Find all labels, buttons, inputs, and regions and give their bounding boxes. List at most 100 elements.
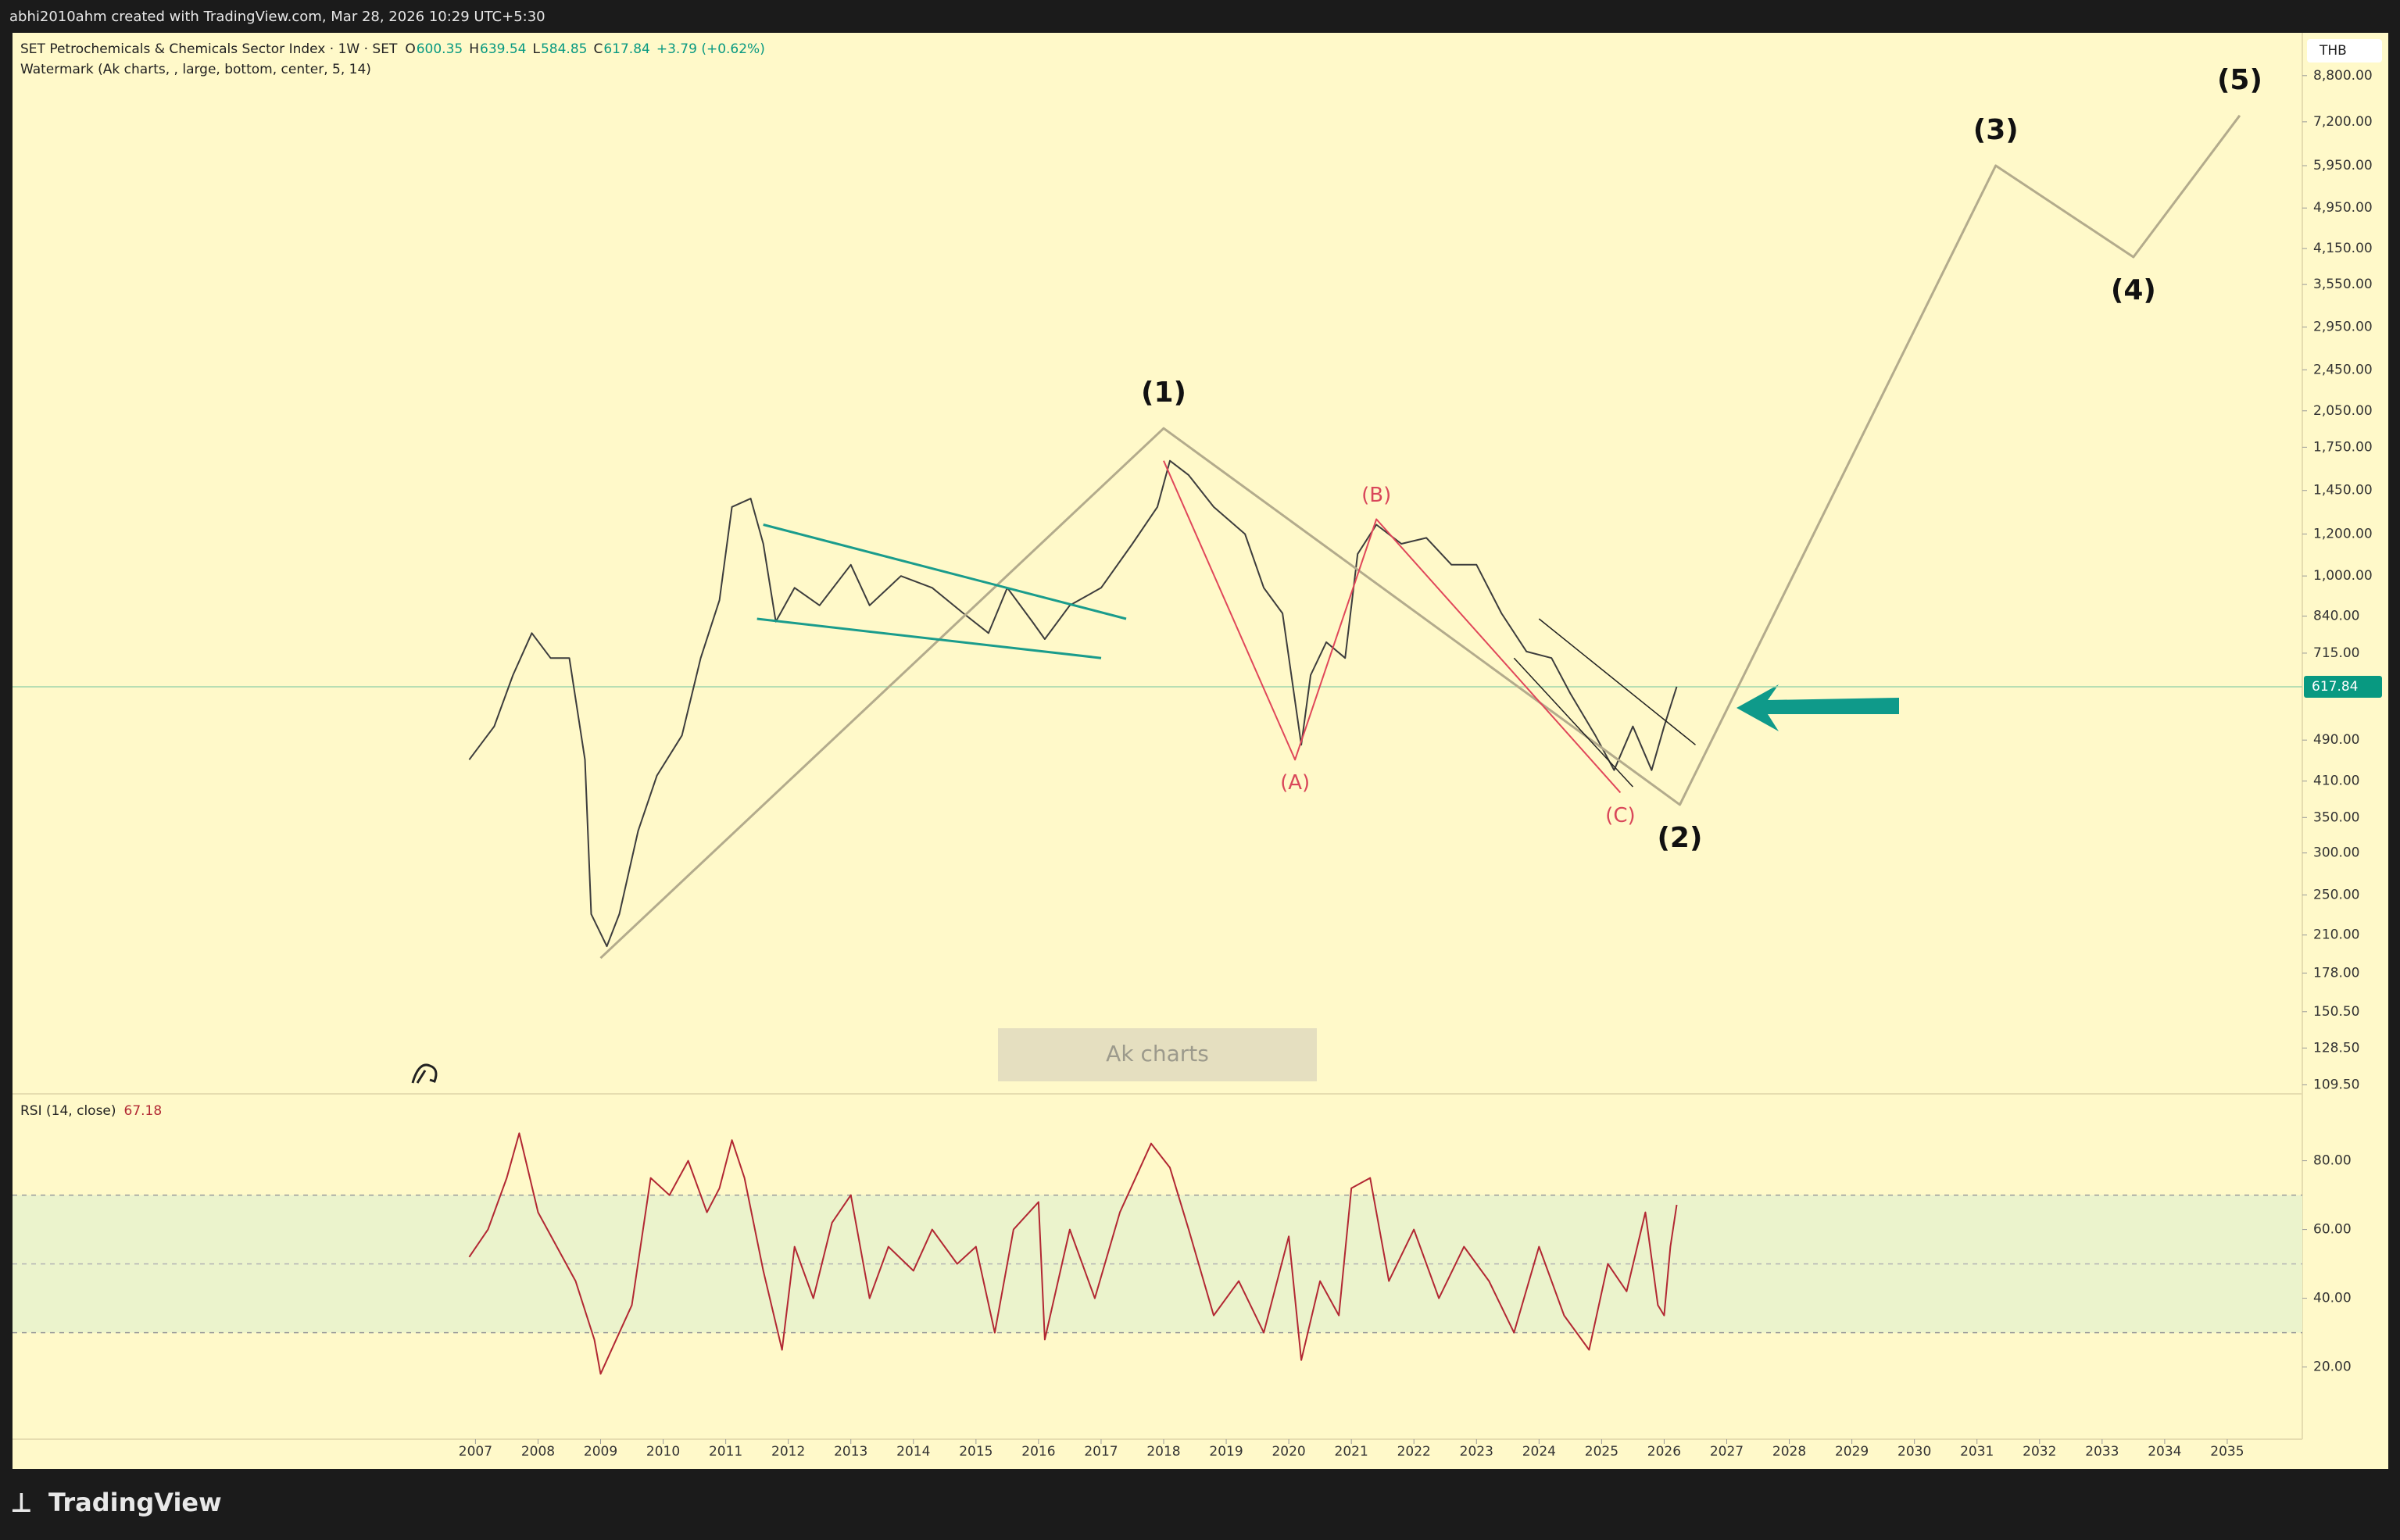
x-tick-label: 2021 bbox=[1335, 1444, 1368, 1460]
x-tick-label: 2010 bbox=[646, 1444, 680, 1460]
y-tick-label: 40.00 bbox=[2313, 1291, 2352, 1306]
ohlc-label: H bbox=[469, 41, 479, 57]
wave-label: (1) bbox=[1141, 377, 1186, 409]
x-tick-label: 2033 bbox=[2085, 1444, 2119, 1460]
ohlc-value: 584.85 bbox=[541, 41, 587, 57]
x-tick-label: 2031 bbox=[1960, 1444, 1994, 1460]
x-tick-label: 2024 bbox=[1522, 1444, 1556, 1460]
series-line bbox=[468, 1132, 1678, 1375]
series-line bbox=[468, 459, 1678, 948]
series-line bbox=[1163, 460, 1622, 794]
ohlc-label: L bbox=[533, 41, 541, 57]
y-tick-label: 2,950.00 bbox=[2313, 320, 2373, 335]
x-tick-label: 2032 bbox=[2023, 1444, 2056, 1460]
y-tick-label: 3,550.00 bbox=[2313, 277, 2373, 292]
series-line bbox=[599, 114, 2241, 959]
watermark-indicator: Watermark (Ak charts, , large, bottom, c… bbox=[20, 62, 371, 77]
x-tick-label: 2013 bbox=[834, 1444, 867, 1460]
symbol-title: SET Petrochemicals & Chemicals Sector In… bbox=[20, 41, 398, 57]
currency-box bbox=[2307, 39, 2382, 63]
brand-name: TradingView bbox=[48, 1488, 222, 1517]
x-tick-label: 2018 bbox=[1146, 1444, 1180, 1460]
y-tick-label: 1,200.00 bbox=[2313, 526, 2373, 541]
wave-label: (A) bbox=[1280, 771, 1310, 795]
wave-label: (5) bbox=[2217, 64, 2262, 96]
x-tick-label: 2028 bbox=[1772, 1444, 1806, 1460]
indicator-value: 67.18 bbox=[124, 1103, 163, 1119]
series-line bbox=[763, 523, 1127, 620]
change: +3.79 (+0.62%) bbox=[656, 41, 765, 57]
y-tick-label: 300.00 bbox=[2313, 845, 2359, 861]
series-line bbox=[756, 617, 1102, 659]
ohlc-label: O bbox=[405, 41, 415, 57]
ohlc-value: 600.35 bbox=[417, 41, 463, 57]
x-tick-label: 2026 bbox=[1647, 1444, 1681, 1460]
credit: abhi2010ahm created with TradingView.com… bbox=[9, 9, 545, 25]
x-tick-label: 2016 bbox=[1021, 1444, 1055, 1460]
x-tick-label: 2034 bbox=[2148, 1444, 2181, 1460]
wave-label: (3) bbox=[1973, 114, 2019, 146]
last-price-box bbox=[2304, 675, 2382, 698]
y-tick-label: 109.50 bbox=[2313, 1077, 2359, 1092]
x-tick-label: 2009 bbox=[584, 1444, 617, 1460]
y-tick-label: 350.00 bbox=[2313, 809, 2359, 825]
y-tick-label: 80.00 bbox=[2313, 1153, 2352, 1169]
x-tick-label: 2022 bbox=[1397, 1444, 1431, 1460]
y-tick-label: 490.00 bbox=[2313, 732, 2359, 748]
brand-logo: ⟂ bbox=[12, 1488, 30, 1519]
last-price-label: 617.84 bbox=[2312, 679, 2358, 695]
y-tick-label: 410.00 bbox=[2313, 774, 2359, 789]
x-tick-label: 2012 bbox=[771, 1444, 805, 1460]
x-tick-label: 2014 bbox=[896, 1444, 930, 1460]
y-tick-label: 1,450.00 bbox=[2313, 483, 2373, 498]
wave-label: (4) bbox=[2111, 274, 2156, 306]
y-tick-label: 7,200.00 bbox=[2313, 114, 2373, 130]
x-tick-label: 2011 bbox=[709, 1444, 742, 1460]
y-tick-label: 840.00 bbox=[2313, 608, 2359, 624]
series-line bbox=[1513, 657, 1633, 788]
x-tick-label: 2008 bbox=[521, 1444, 555, 1460]
watermark-box bbox=[998, 1028, 1317, 1081]
y-tick-label: 250.00 bbox=[2313, 887, 2359, 902]
x-tick-label: 2030 bbox=[1897, 1444, 1931, 1460]
x-tick-label: 2025 bbox=[1585, 1444, 1618, 1460]
y-tick-label: 5,950.00 bbox=[2313, 158, 2373, 173]
ohlc-label: C bbox=[593, 41, 603, 57]
y-tick-label: 4,150.00 bbox=[2313, 241, 2373, 256]
x-tick-label: 2027 bbox=[1710, 1444, 1744, 1460]
arrow bbox=[1737, 684, 1907, 731]
y-tick-label: 1,000.00 bbox=[2313, 568, 2373, 584]
ohlc-value: 639.54 bbox=[480, 41, 526, 57]
x-tick-label: 2017 bbox=[1084, 1444, 1118, 1460]
x-tick-label: 2015 bbox=[959, 1444, 993, 1460]
y-tick-label: 1,750.00 bbox=[2313, 439, 2373, 455]
x-tick-label: 2019 bbox=[1209, 1444, 1243, 1460]
wave-label: (2) bbox=[1657, 822, 1702, 854]
y-tick-label: 4,950.00 bbox=[2313, 200, 2373, 216]
y-tick-label: 20.00 bbox=[2313, 1360, 2352, 1375]
currency: THB bbox=[2319, 43, 2347, 59]
ohlc-value: 617.84 bbox=[603, 41, 649, 57]
x-tick-label: 2007 bbox=[459, 1444, 492, 1460]
x-tick-label: 2020 bbox=[1272, 1444, 1305, 1460]
indicator-title: RSI (14, close) bbox=[20, 1103, 116, 1119]
x-tick-label: 2029 bbox=[1835, 1444, 1869, 1460]
y-tick-label: 2,450.00 bbox=[2313, 362, 2373, 377]
y-tick-label: 178.00 bbox=[2313, 965, 2359, 981]
watermark: Ak charts bbox=[1106, 1041, 1209, 1067]
dino-icon bbox=[411, 1063, 438, 1084]
y-tick-label: 60.00 bbox=[2313, 1222, 2352, 1238]
x-tick-label: 2023 bbox=[1460, 1444, 1493, 1460]
series-line bbox=[1538, 618, 1696, 745]
legend: SET Petrochemicals & Chemicals Sector In… bbox=[20, 41, 765, 57]
y-tick-label: 150.50 bbox=[2313, 1004, 2359, 1020]
y-tick-label: 8,800.00 bbox=[2313, 68, 2373, 84]
y-tick-label: 128.50 bbox=[2313, 1040, 2359, 1056]
y-tick-label: 715.00 bbox=[2313, 645, 2359, 661]
x-tick-label: 2035 bbox=[2210, 1444, 2244, 1460]
y-tick-label: 210.00 bbox=[2313, 927, 2359, 943]
y-tick-label: 2,050.00 bbox=[2313, 403, 2373, 419]
wave-label: (C) bbox=[1605, 804, 1635, 827]
